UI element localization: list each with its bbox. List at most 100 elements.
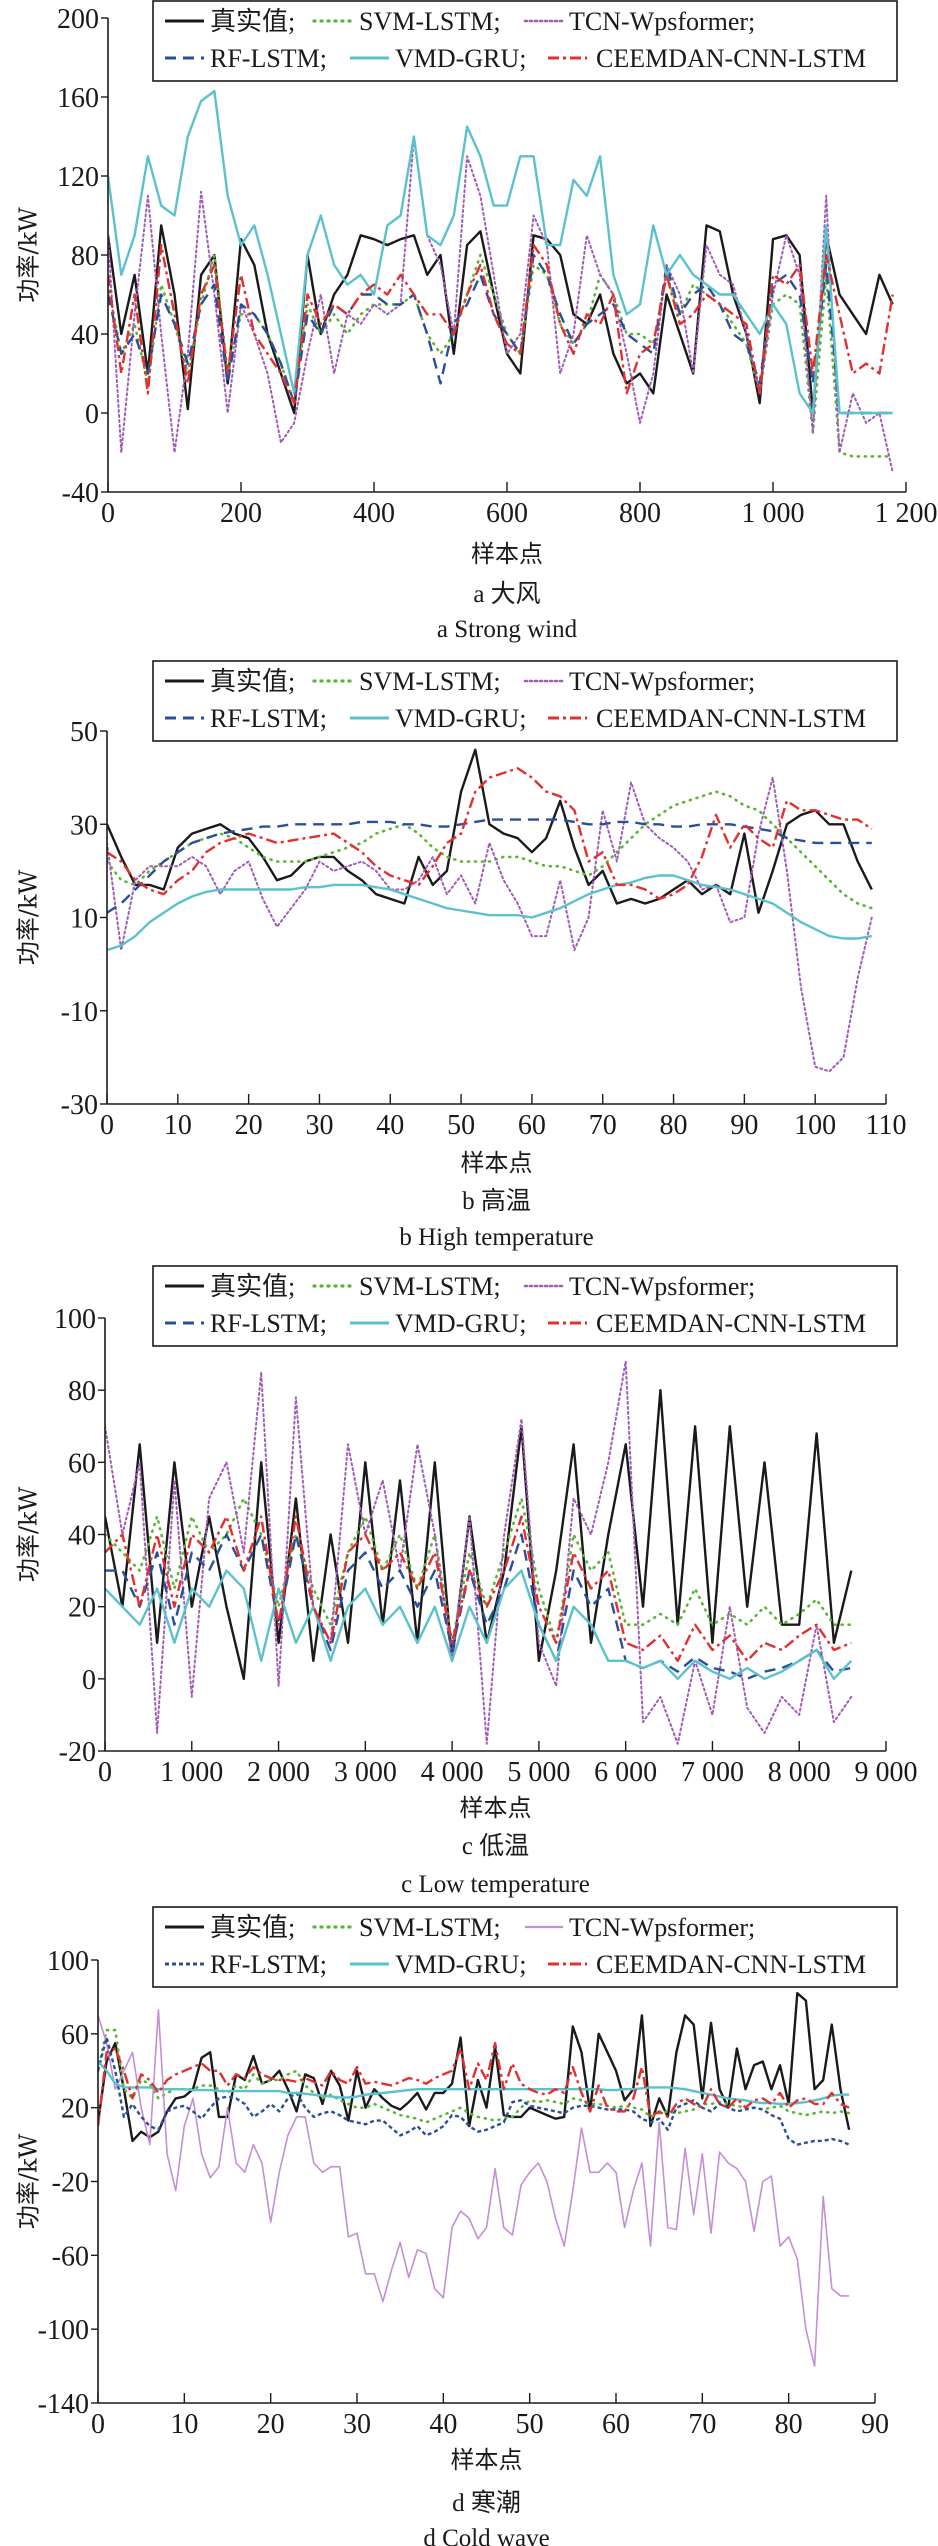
y-tick-label: 0 bbox=[82, 1665, 96, 1696]
x-tick-label: 30 bbox=[305, 1110, 333, 1141]
x-tick-label: 100 bbox=[794, 1110, 836, 1141]
y-tick-label: 30 bbox=[70, 810, 98, 841]
legend-label: 真实值; bbox=[210, 667, 295, 696]
x-tick-label: 10 bbox=[164, 1110, 192, 1141]
legend-label: 真实值; bbox=[210, 1913, 295, 1942]
x-tick-label: 600 bbox=[486, 498, 528, 529]
y-tick-label: -20 bbox=[52, 2168, 89, 2199]
y-tick-label: -100 bbox=[38, 2315, 89, 2346]
legend-label: SVM-LSTM; bbox=[359, 1272, 501, 1301]
x-tick-label: 40 bbox=[376, 1110, 404, 1141]
legend-label: TCN-Wpsformer; bbox=[569, 1272, 755, 1301]
series-line-真实值 bbox=[107, 748, 873, 914]
x-tick-label: 400 bbox=[353, 498, 395, 529]
legend-label: RF-LSTM; bbox=[210, 44, 327, 73]
y-tick-label: 40 bbox=[71, 320, 99, 351]
legend-label: SVM-LSTM; bbox=[359, 1913, 501, 1942]
legend-label: RF-LSTM; bbox=[210, 1309, 327, 1338]
x-tick-label: 50 bbox=[516, 2409, 544, 2440]
legend-label: TCN-Wpsformer; bbox=[569, 1913, 755, 1942]
x-tick-label: 800 bbox=[619, 498, 661, 529]
legend-label: 真实值; bbox=[210, 7, 295, 36]
caption-chinese: d 寒潮 bbox=[452, 2489, 521, 2517]
series-line-vmd-gru bbox=[105, 1569, 853, 1681]
y-tick-label: -60 bbox=[52, 2241, 89, 2272]
y-tick-label: 10 bbox=[70, 904, 98, 935]
legend-label: SVM-LSTM; bbox=[359, 667, 501, 696]
y-tick-label: 0 bbox=[85, 399, 99, 430]
x-tick-label: 8 000 bbox=[768, 1757, 831, 1788]
series-line-rf-lstm bbox=[98, 2036, 850, 2146]
caption-english: b High temperature bbox=[399, 1224, 593, 1251]
caption-english: a Strong wind bbox=[437, 616, 578, 643]
y-axis-label: 功率/kW bbox=[15, 207, 43, 303]
legend-box bbox=[152, 0, 898, 82]
caption-english: d Cold wave bbox=[423, 2525, 549, 2546]
y-tick-label: 100 bbox=[47, 1946, 89, 1977]
legend-label: VMD-GRU; bbox=[395, 44, 526, 73]
y-tick-label: -20 bbox=[59, 1737, 96, 1768]
x-axis-label: 样本点 bbox=[471, 540, 543, 568]
x-tick-label: 6 000 bbox=[594, 1757, 657, 1788]
y-tick-label: 50 bbox=[70, 717, 98, 748]
series-group bbox=[98, 1991, 851, 2367]
chart-panel-d: -140 -100 -60 -20 20 60 100 0 10 20 30 40 50 60 70 80 90… bbox=[15, 1906, 898, 2546]
x-tick-label: 4 000 bbox=[421, 1757, 484, 1788]
y-axis-label: 功率/kW bbox=[15, 870, 43, 966]
y-tick-label: 160 bbox=[57, 83, 99, 114]
legend-box bbox=[152, 1265, 898, 1347]
caption-english: c Low temperature bbox=[401, 1871, 590, 1898]
x-axis-label: 样本点 bbox=[451, 2446, 523, 2474]
series-group bbox=[108, 89, 895, 474]
y-tick-label: -40 bbox=[62, 478, 99, 509]
series-line-rf-lstm bbox=[105, 1533, 852, 1681]
y-tick-label: 20 bbox=[61, 2094, 89, 2125]
series-line-真实值 bbox=[105, 1388, 853, 1681]
x-axis-label: 样本点 bbox=[461, 1149, 533, 1177]
series-group bbox=[105, 1360, 853, 1745]
legend: 真实值; SVM-LSTM; TCN-Wpsformer; RF-LSTM; VMD-G… bbox=[152, 0, 898, 82]
y-tick-label: 60 bbox=[61, 2020, 89, 2051]
legend-label: CEEMDAN-CNN-LSTM bbox=[596, 1950, 866, 1979]
y-tick-label: 200 bbox=[57, 4, 99, 35]
series-line-rf-lstm bbox=[108, 253, 893, 415]
x-tick-label: 30 bbox=[343, 2409, 371, 2440]
x-tick-label: 9 000 bbox=[855, 1757, 918, 1788]
x-tick-label: 90 bbox=[861, 2409, 889, 2440]
x-tick-label: 2 000 bbox=[247, 1757, 310, 1788]
series-line-ceemdan-cnn-lstm bbox=[98, 2041, 850, 2127]
x-tick-label: 1 000 bbox=[160, 1757, 223, 1788]
y-axis-label: 功率/kW bbox=[15, 1487, 43, 1583]
x-tick-label: 50 bbox=[447, 1110, 475, 1141]
caption-chinese: a 大风 bbox=[473, 580, 540, 608]
series-line-ceemdan-cnn-lstm bbox=[105, 1515, 852, 1663]
chart-panel-b: -30 -10 10 30 50 0 10 20 30 40 50 60 70 80 90 100 110 功率/… bbox=[15, 660, 906, 1251]
legend-label: CEEMDAN-CNN-LSTM bbox=[596, 44, 866, 73]
series-line-vmd-gru bbox=[108, 89, 893, 415]
x-tick-label: 70 bbox=[589, 1110, 617, 1141]
x-tick-label: 80 bbox=[660, 1110, 688, 1141]
legend: 真实值; SVM-LSTM; TCN-Wpsformer; RF-LSTM; VMD-G… bbox=[152, 660, 898, 742]
series-line-svm-lstm bbox=[105, 1497, 853, 1645]
y-tick-label: 20 bbox=[68, 1593, 96, 1624]
x-tick-label: 40 bbox=[429, 2409, 457, 2440]
series-line-ceemdan-cnn-lstm bbox=[107, 767, 873, 901]
legend-label: VMD-GRU; bbox=[395, 704, 526, 733]
y-tick-label: 80 bbox=[68, 1376, 96, 1407]
legend-label: CEEMDAN-CNN-LSTM bbox=[596, 704, 866, 733]
legend: 真实值; SVM-LSTM; TCN-Wpsformer; RF-LSTM; VMD-G… bbox=[152, 1265, 898, 1347]
y-tick-label: 100 bbox=[54, 1304, 96, 1335]
x-tick-label: 90 bbox=[730, 1110, 758, 1141]
y-tick-label: 120 bbox=[57, 162, 99, 193]
x-tick-label: 0 bbox=[91, 2409, 105, 2440]
series-line-tcn-wpsformer bbox=[105, 1360, 853, 1745]
legend-label: SVM-LSTM; bbox=[359, 7, 501, 36]
y-tick-label: -10 bbox=[61, 997, 98, 1028]
x-tick-label: 20 bbox=[235, 1110, 263, 1141]
x-tick-label: 1 000 bbox=[742, 498, 805, 529]
y-tick-label: -30 bbox=[61, 1090, 98, 1121]
x-tick-label: 1 200 bbox=[875, 498, 938, 529]
legend-label: TCN-Wpsformer; bbox=[569, 7, 755, 36]
